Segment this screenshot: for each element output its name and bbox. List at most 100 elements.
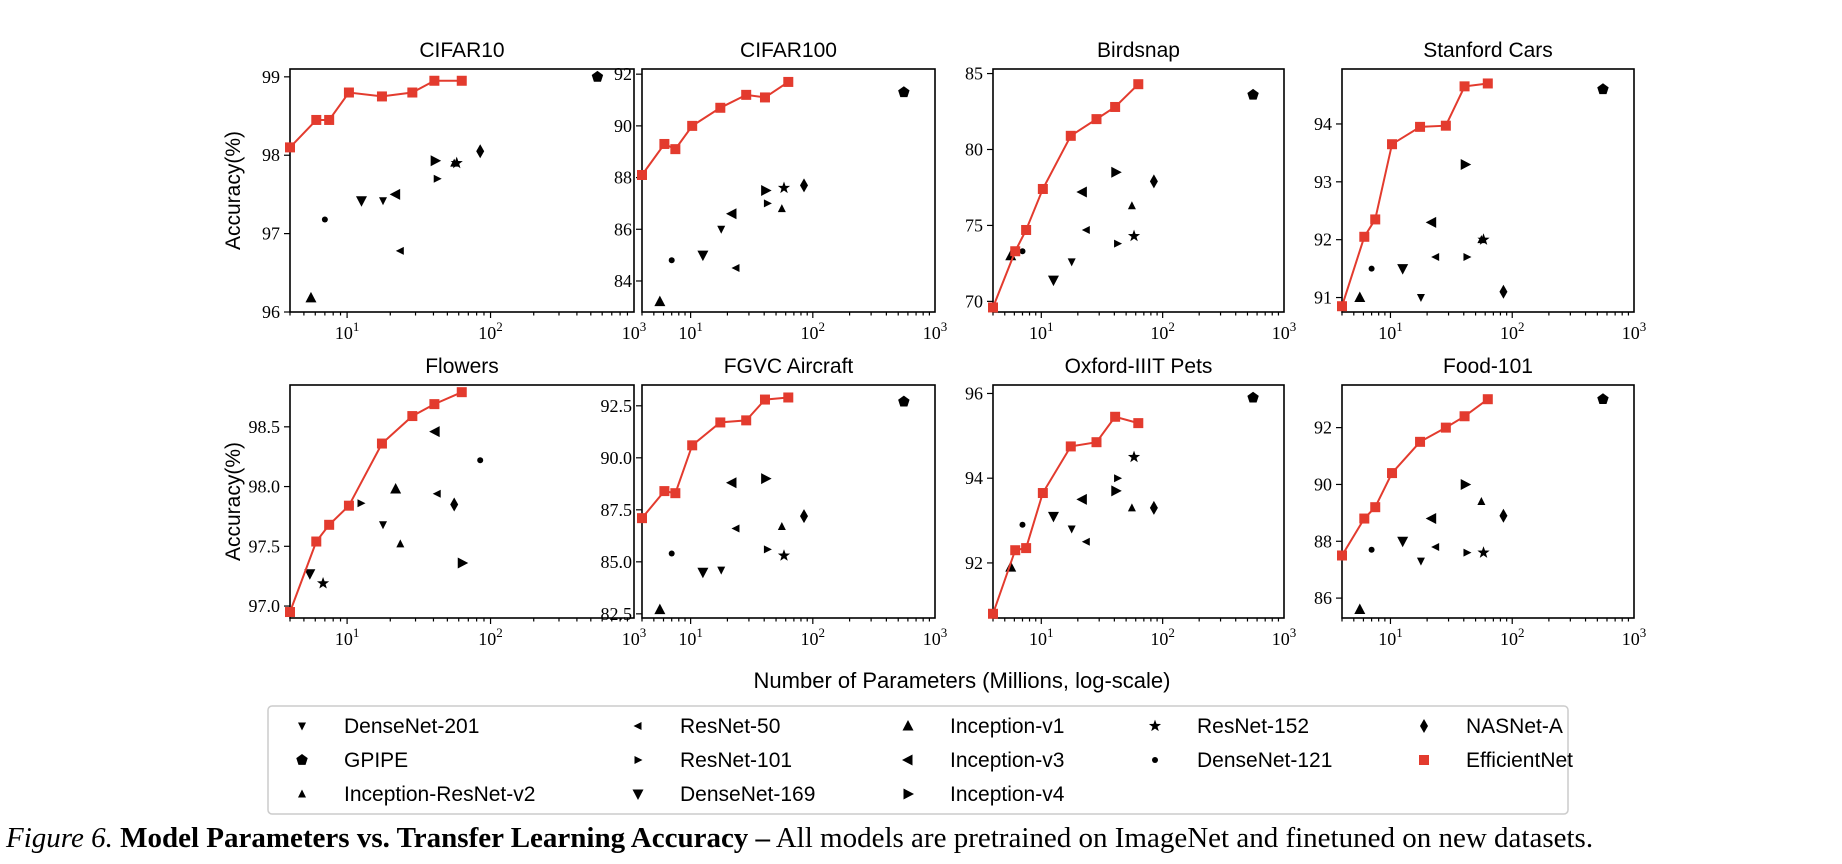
efficientnet-point xyxy=(687,120,698,131)
x-tick-label: 101 xyxy=(335,625,360,649)
point-gpipe xyxy=(898,395,910,407)
legend-label: Inception-v4 xyxy=(950,783,1065,806)
y-tick-label: 92 xyxy=(1314,418,1332,438)
legend-item-gpipe: GPIPE xyxy=(296,749,408,772)
point-densenet-121 xyxy=(1368,546,1375,553)
y-tick-label: 85.0 xyxy=(601,552,633,572)
x-axis: 101 102 103 xyxy=(1341,618,1646,649)
point-densenet-121 xyxy=(1019,521,1026,528)
y-axis-label: Accuracy(%) xyxy=(222,131,245,250)
point-resnet-152 xyxy=(316,576,330,589)
legend-item-inception-v3: Inception-v3 xyxy=(902,749,1064,772)
legend-label: Inception-v3 xyxy=(950,749,1064,772)
legend-marker-densenet-121 xyxy=(1152,757,1158,763)
y-tick-label: 87.5 xyxy=(601,500,633,520)
y-axis: 91 92 93 94 xyxy=(1314,114,1342,308)
x-tick-label: 103 xyxy=(1272,319,1297,343)
efficientnet-point xyxy=(659,138,670,149)
y-tick-label: 98 xyxy=(262,145,280,165)
point-densenet-201 xyxy=(1067,258,1076,267)
y-tick-label: 75 xyxy=(965,215,983,235)
efficientnet-point xyxy=(1021,543,1032,554)
legend: DenseNet-201 ResNet-50 Inception-v1 ResNet-… xyxy=(267,705,1573,815)
x-tick-label: 102 xyxy=(801,625,826,649)
point-resnet-101 xyxy=(1463,253,1472,262)
point-densenet-201 xyxy=(1416,294,1425,303)
point-inception-resnet-v2 xyxy=(1477,497,1486,505)
y-tick-label: 88 xyxy=(614,168,632,188)
point-resnet-152 xyxy=(777,181,791,194)
subplot-title: Stanford Cars xyxy=(1423,39,1553,62)
x-tick-label: 102 xyxy=(1150,625,1175,649)
efficientnet-point xyxy=(715,417,726,428)
efficientnet-line xyxy=(1341,82,1488,307)
y-axis: 86 88 90 92 xyxy=(1314,418,1342,608)
efficientnet-point xyxy=(670,144,681,155)
axes-frame xyxy=(992,68,1285,313)
efficientnet-point xyxy=(637,169,647,180)
subplot-stanford-cars: Stanford Cars 101 102 103 91 92 93 94 xyxy=(1314,39,1646,343)
point-densenet-201 xyxy=(1416,557,1425,566)
x-tick-label: 101 xyxy=(678,319,703,343)
subplot-flowers: Flowers 101 102 103 97.0 97.5 98.0 98.5Accuracy… xyxy=(222,355,646,649)
efficientnet-point xyxy=(759,92,770,103)
efficientnet-point xyxy=(1359,513,1370,524)
subplot-title: FGVC Aircraft xyxy=(724,355,854,378)
point-resnet-50 xyxy=(731,524,740,533)
axes-frame xyxy=(289,68,635,313)
plot-area xyxy=(1337,78,1609,312)
subplot-title: Birdsnap xyxy=(1097,39,1180,62)
point-densenet-169 xyxy=(1047,275,1059,287)
point-resnet-50 xyxy=(395,246,404,255)
x-axis: 101 102 103 xyxy=(641,312,947,343)
y-tick-label: 97.0 xyxy=(249,596,281,616)
plot-area xyxy=(988,79,1259,313)
x-axis: 101 102 103 xyxy=(289,312,646,343)
x-tick-label: 103 xyxy=(1622,319,1647,343)
legend-label: DenseNet-121 xyxy=(1197,749,1332,772)
efficientnet-point xyxy=(659,486,670,497)
efficientnet-line xyxy=(289,391,463,613)
shared-x-axis-label: Number of Parameters (Millions, log-scal… xyxy=(754,668,1171,693)
legend-label: GPIPE xyxy=(344,749,408,772)
point-inception-v4 xyxy=(761,473,772,485)
axes-frame xyxy=(641,384,936,619)
legend-label: DenseNet-169 xyxy=(680,783,815,806)
legend-marker-inception-v3 xyxy=(902,754,913,766)
legend-item-inception-v4: Inception-v4 xyxy=(903,783,1065,806)
point-gpipe xyxy=(898,86,910,98)
y-tick-label: 92.5 xyxy=(601,396,633,416)
x-tick-label: 102 xyxy=(1500,625,1525,649)
point-densenet-169 xyxy=(304,569,316,580)
legend-label: ResNet-152 xyxy=(1197,715,1309,738)
subplot-title: CIFAR100 xyxy=(740,39,837,62)
efficientnet-point xyxy=(988,608,998,619)
efficientnet-point xyxy=(1370,214,1381,225)
y-axis: 96 97 98 99 xyxy=(262,67,290,322)
efficientnet-point xyxy=(1387,468,1398,479)
point-densenet-169 xyxy=(1397,536,1409,548)
point-inception-v4 xyxy=(430,155,442,167)
legend-item-nasnet-a: NASNet-A xyxy=(1420,715,1563,738)
efficientnet-point xyxy=(429,399,440,410)
efficientnet-point xyxy=(1021,224,1032,235)
efficientnet-point xyxy=(376,438,387,449)
legend-label: EfficientNet xyxy=(1466,749,1573,772)
efficientnet-point xyxy=(311,114,322,125)
x-tick-label: 102 xyxy=(801,319,826,343)
axes-frame xyxy=(1341,384,1635,619)
legend-label: ResNet-101 xyxy=(680,749,792,772)
y-tick-label: 92 xyxy=(614,64,632,84)
y-tick-label: 88 xyxy=(1314,531,1332,551)
efficientnet-point xyxy=(1133,418,1144,429)
y-axis: 70 75 80 85 xyxy=(965,64,993,311)
point-inception-v1 xyxy=(1354,603,1366,614)
efficientnet-point xyxy=(1133,79,1144,90)
point-resnet-152 xyxy=(1477,233,1490,245)
point-nasnet-a xyxy=(450,497,459,512)
legend-label: Inception-ResNet-v2 xyxy=(344,783,535,806)
legend-item-resnet-152: ResNet-152 xyxy=(1148,715,1309,738)
y-tick-label: 85 xyxy=(965,64,983,84)
efficientnet-point xyxy=(715,102,726,113)
efficientnet-point xyxy=(687,440,698,451)
